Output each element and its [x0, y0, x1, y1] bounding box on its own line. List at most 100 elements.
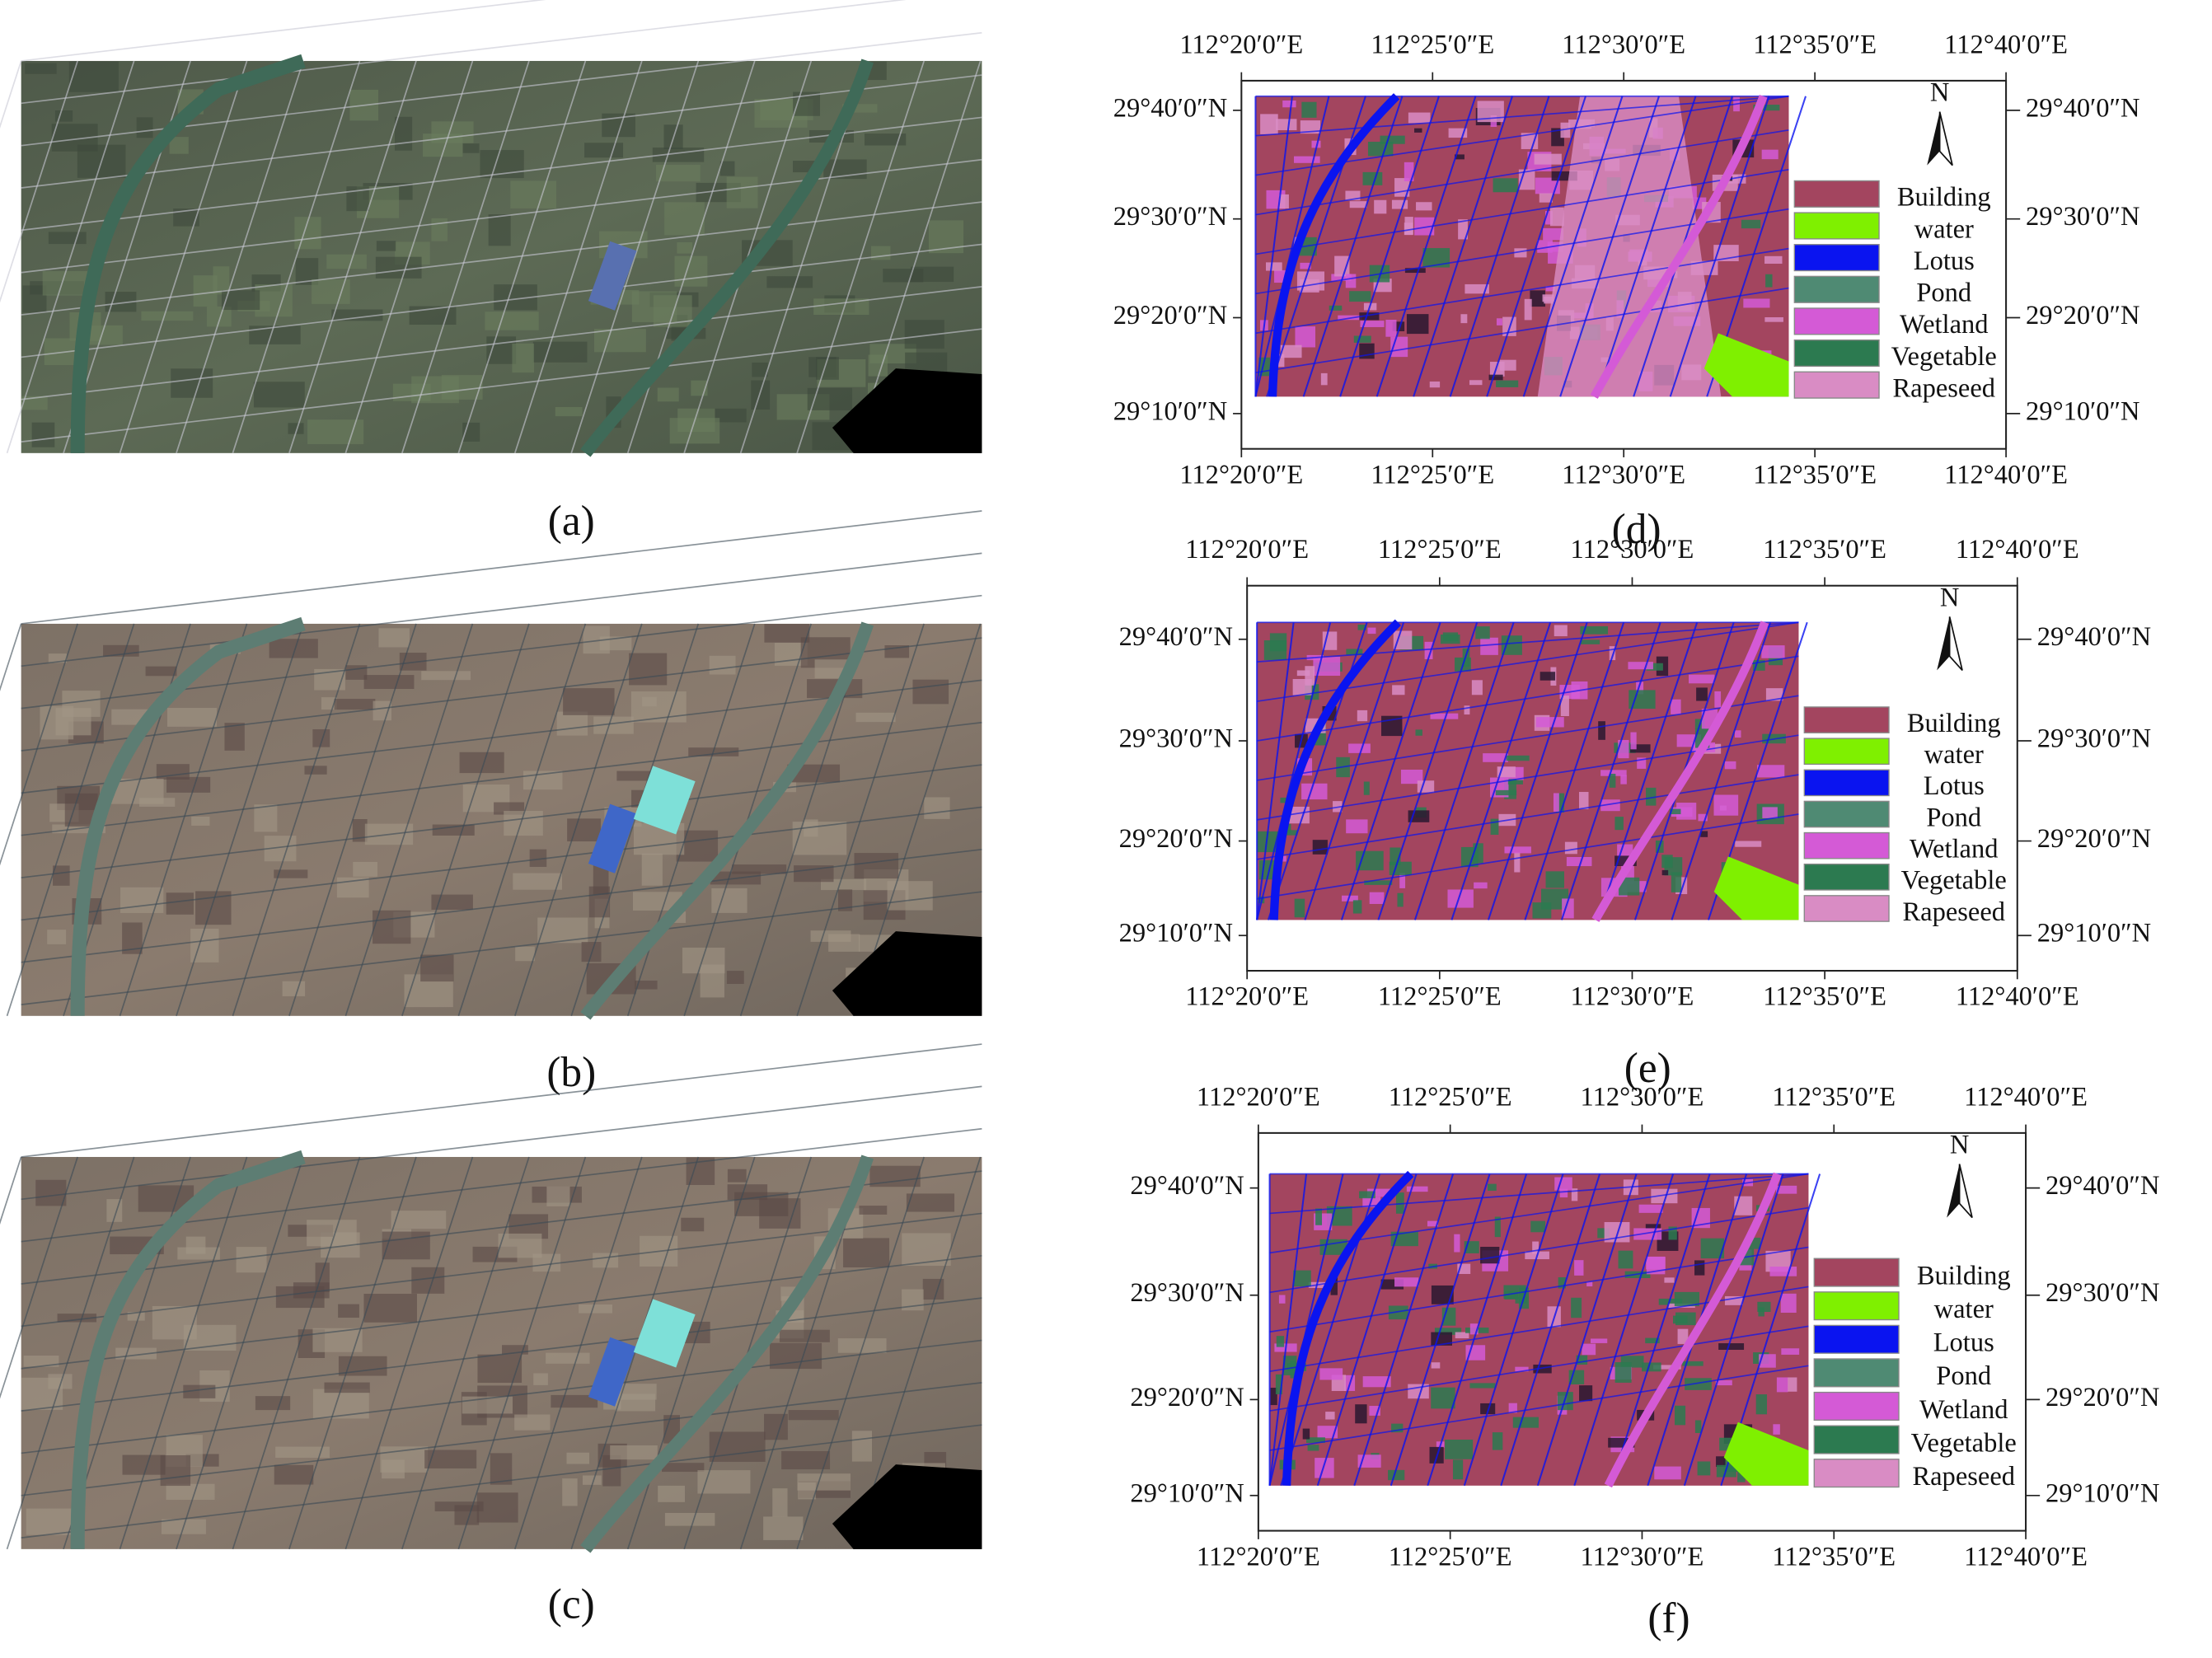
x-tick-label: 112°35′0″E [1772, 1082, 1896, 1112]
class-patch [1515, 1366, 1529, 1372]
class-patch [1535, 177, 1560, 194]
road [0, 1156, 22, 1225]
class-patch [1369, 1406, 1380, 1416]
field-patch [859, 1206, 888, 1215]
class-patch [1562, 898, 1574, 919]
x-tick-label: 112°35′0″E [1753, 30, 1877, 59]
field-patch [700, 964, 724, 998]
class-patch [1278, 1295, 1286, 1304]
class-patch [1293, 1270, 1311, 1287]
legend-swatch [1803, 895, 1890, 922]
y-tick-label: 29°10′0″N [1130, 1478, 1244, 1508]
road [21, 1170, 982, 1285]
class-patch [1560, 696, 1569, 717]
lotus-line [1256, 621, 1332, 920]
legend-swatch [1803, 706, 1890, 733]
class-patch [1646, 1257, 1666, 1270]
legend-swatch [1813, 1291, 1900, 1321]
class-patch [1448, 128, 1468, 138]
pond-patch [633, 1299, 696, 1368]
class-patch [1619, 877, 1640, 896]
class-patch [1533, 1364, 1552, 1374]
class-patch [1504, 846, 1531, 854]
field-patch [363, 675, 415, 690]
x-tick-label: 112°40′0″E [1956, 535, 2079, 564]
class-patch [1276, 119, 1297, 131]
y-tick-label: 29°40′0″N [1130, 1171, 1244, 1201]
class-patch [1480, 1247, 1500, 1264]
pond-patch [588, 1337, 637, 1407]
class-patch [1741, 219, 1761, 229]
field-patch [334, 699, 376, 710]
class-patch [1773, 1424, 1780, 1435]
lotus-line [1669, 96, 1770, 397]
field-patch [630, 691, 687, 723]
class-patch [1380, 135, 1405, 144]
class-patch [1388, 1469, 1405, 1481]
field-patch [53, 865, 70, 886]
field-patch [353, 861, 377, 877]
lotus-line [1269, 1365, 1809, 1451]
legend-label: Pond [1936, 1361, 1991, 1391]
field-patch [127, 1312, 145, 1321]
lotus-line [1254, 96, 1330, 397]
field-patch [288, 423, 304, 434]
road [119, 60, 248, 454]
road [21, 0, 546, 62]
road [0, 60, 22, 129]
field-patch [551, 1394, 598, 1408]
class-patch [1394, 1277, 1419, 1287]
road [232, 60, 361, 454]
river [580, 621, 874, 1020]
lotus-line [1256, 622, 1295, 920]
field-patch [431, 894, 473, 910]
y-tick-label: 29°10′0″N [2037, 919, 2151, 948]
class-patch [1494, 1216, 1501, 1238]
class-patch [1488, 374, 1503, 381]
class-patch [1499, 359, 1516, 371]
class-patch [1301, 783, 1328, 800]
road [21, 1382, 982, 1496]
class-patch [1580, 639, 1600, 644]
class-patch [1447, 889, 1474, 908]
field-patch [255, 284, 293, 317]
road [570, 623, 700, 1017]
field-patch [883, 269, 924, 283]
legend-label: water [1924, 740, 1984, 770]
field-patch [532, 341, 588, 363]
road [176, 60, 304, 454]
road [21, 679, 982, 794]
lotus-line [1559, 96, 1660, 397]
class-patch [1496, 318, 1502, 326]
class-patch [1306, 1437, 1325, 1443]
field-patch [255, 1396, 291, 1411]
class-patch [1724, 1295, 1743, 1305]
x-tick-label: 112°40′0″E [1944, 30, 2068, 59]
class-patch [1689, 674, 1715, 684]
field-patch [249, 326, 301, 344]
class-patch [1608, 1437, 1635, 1448]
lotus-line [1486, 96, 1586, 397]
class-patch [1757, 765, 1785, 778]
road [344, 623, 474, 1017]
field-patch [842, 104, 878, 113]
x-tick-label: 112°25′0″E [1371, 30, 1494, 59]
class-patch [1524, 298, 1532, 321]
field-patch [798, 1482, 816, 1500]
class-patch [1465, 283, 1489, 294]
class-patch [1600, 799, 1620, 812]
class-patch [1493, 178, 1518, 193]
field-patch [813, 298, 869, 316]
class-patch [1781, 1348, 1800, 1355]
road [21, 806, 982, 921]
field-patch [514, 1414, 551, 1431]
field-patch [331, 309, 383, 321]
class-patch [1645, 1224, 1661, 1229]
class-patch [1762, 807, 1778, 818]
class-patch [1658, 1298, 1683, 1305]
class-patch [1400, 769, 1423, 785]
legend-swatch [1793, 180, 1880, 208]
y-tick-label: 29°20′0″N [2026, 301, 2139, 330]
no-data-area [832, 931, 982, 1016]
